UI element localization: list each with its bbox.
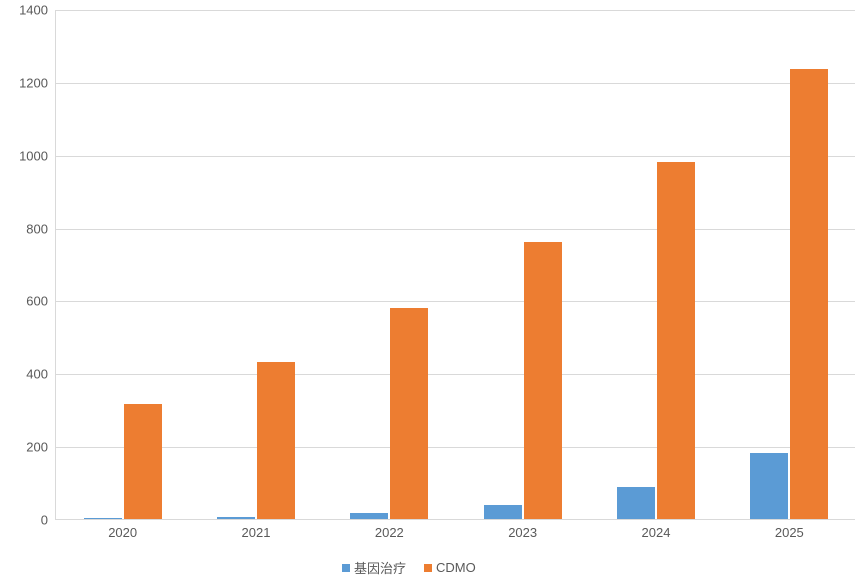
- plot-area: 0200400600800100012001400202020212022202…: [55, 10, 855, 520]
- y-axis-tick: 1200: [19, 75, 56, 90]
- x-axis-tick: 2024: [642, 519, 671, 540]
- y-axis-tick: 400: [26, 367, 56, 382]
- x-axis-tick: 2023: [508, 519, 537, 540]
- legend-swatch: [424, 564, 432, 572]
- bar: [257, 362, 295, 519]
- bar: [524, 242, 562, 519]
- y-axis-tick: 1400: [19, 3, 56, 18]
- legend-label: CDMO: [436, 560, 476, 575]
- gridline: [56, 229, 855, 230]
- bar: [790, 69, 828, 519]
- bar: [350, 513, 388, 519]
- bar: [84, 518, 122, 519]
- legend-item: CDMO: [424, 560, 476, 575]
- bar: [484, 505, 522, 519]
- bar: [124, 404, 162, 519]
- bar: [750, 453, 788, 519]
- gridline: [56, 10, 855, 11]
- legend-label: 基因治疗: [354, 558, 406, 577]
- bar: [617, 487, 655, 519]
- bar-chart: 0 200 400 600 800 1000 1200 1400 2020 2021 2022 202…: [0, 0, 865, 584]
- legend-swatch: [342, 564, 350, 572]
- y-axis-tick: 600: [26, 294, 56, 309]
- x-axis-tick: 2022: [375, 519, 404, 540]
- y-axis-tick: 0: [41, 513, 56, 528]
- gridline: [56, 374, 855, 375]
- gridline: [56, 156, 855, 157]
- gridline: [56, 301, 855, 302]
- gridline: [56, 447, 855, 448]
- y-axis-tick: 1000: [19, 148, 56, 163]
- x-axis-tick: 2025: [775, 519, 804, 540]
- bar: [217, 517, 255, 519]
- bar: [657, 162, 695, 519]
- y-axis-tick: 800: [26, 221, 56, 236]
- x-axis-tick: 2020: [108, 519, 137, 540]
- gridline: [56, 83, 855, 84]
- legend-item: 基因治疗: [342, 558, 406, 577]
- legend: 基因治疗 CDMO: [342, 558, 476, 577]
- x-axis-tick: 2021: [242, 519, 271, 540]
- bar: [390, 308, 428, 519]
- y-axis-tick: 200: [26, 440, 56, 455]
